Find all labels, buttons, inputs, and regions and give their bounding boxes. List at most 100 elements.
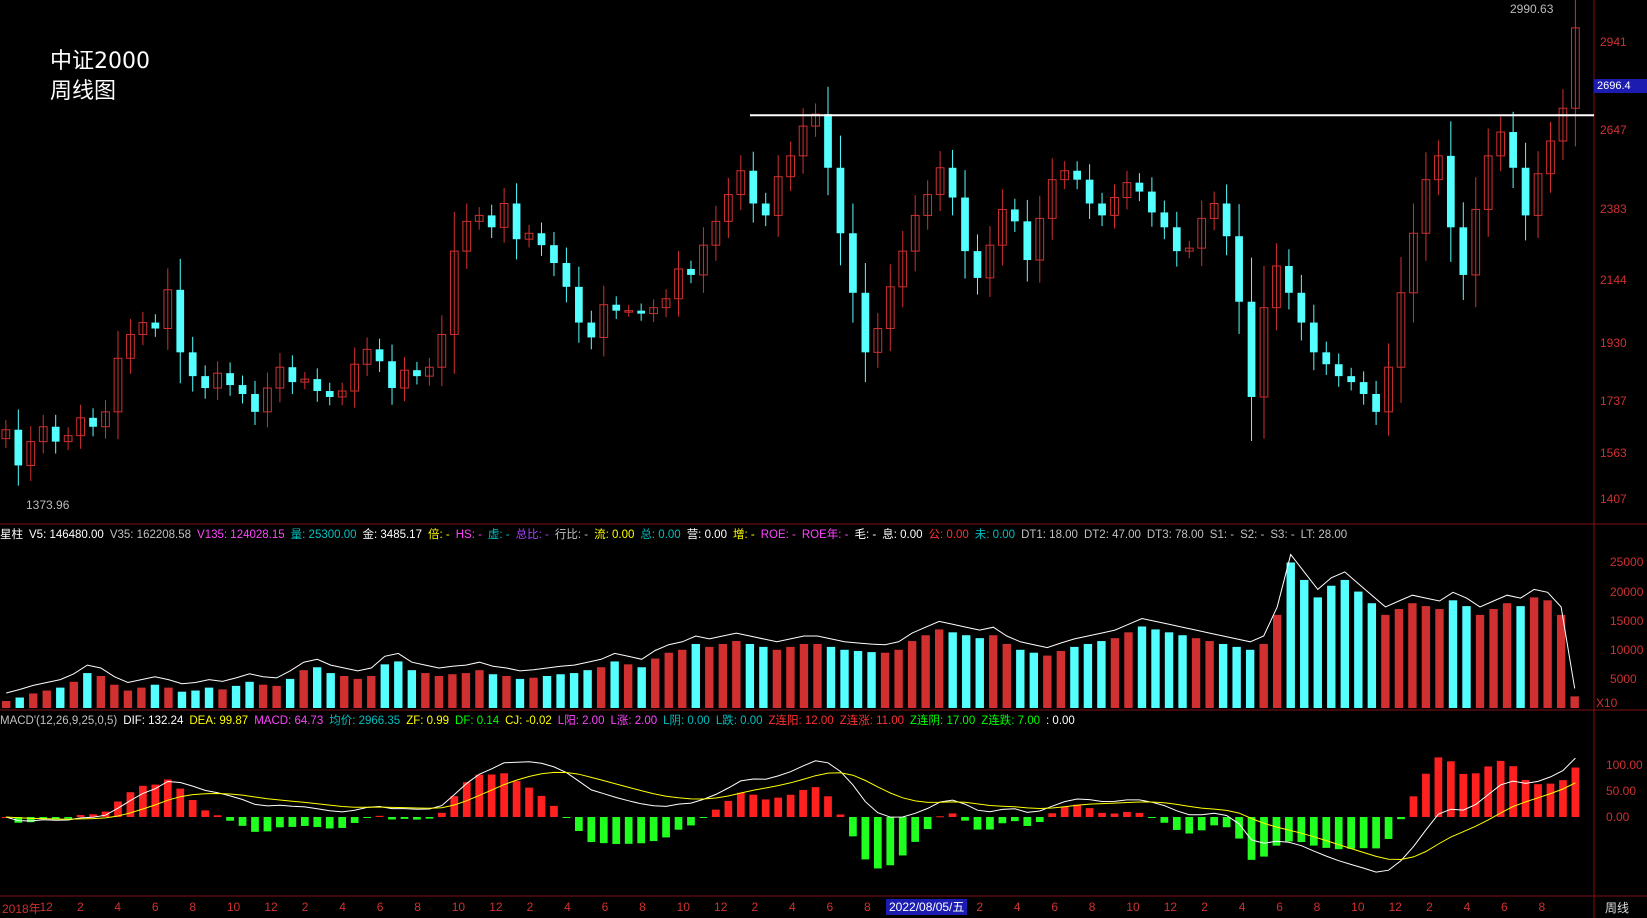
candle-body bbox=[1359, 382, 1368, 394]
volume-info-item: HS: - bbox=[455, 529, 482, 541]
volume-info-item: DT3: 78.00 bbox=[1146, 529, 1204, 541]
macd-bar bbox=[375, 815, 384, 817]
volume-info-item: 总: 0.00 bbox=[640, 529, 681, 541]
candle-body bbox=[238, 385, 247, 394]
macd-bar bbox=[649, 817, 658, 842]
candle-body bbox=[1, 429, 11, 440]
candle-body bbox=[126, 333, 135, 359]
volume-tick-label: 25000 bbox=[1610, 555, 1644, 570]
macd-bar bbox=[1073, 804, 1081, 817]
volume-info-item: S1: - bbox=[1209, 529, 1235, 541]
volume-bars bbox=[2, 553, 1579, 708]
candle-body bbox=[1160, 212, 1169, 228]
volume-bar bbox=[83, 673, 92, 708]
candle-body bbox=[1496, 131, 1506, 157]
macd-bar bbox=[1372, 817, 1380, 849]
time-tick-label: 6 bbox=[601, 900, 609, 914]
candle-body bbox=[1322, 352, 1331, 365]
volume-bar bbox=[380, 664, 389, 708]
date-highlight[interactable]: 2022/08/05/五 bbox=[886, 899, 968, 915]
candle-body bbox=[599, 304, 609, 338]
volume-bar bbox=[678, 649, 687, 708]
candle-body bbox=[188, 352, 197, 377]
candle-body bbox=[935, 167, 945, 196]
macd-info-item: Z连阴: 17.00 bbox=[910, 715, 976, 727]
candlestick-series bbox=[1, 0, 1580, 486]
candle-body bbox=[1421, 179, 1431, 234]
candle-body bbox=[163, 289, 173, 330]
candle-body bbox=[201, 376, 210, 389]
volume-bar bbox=[826, 646, 836, 708]
macd-bar bbox=[1060, 806, 1069, 817]
macd-bar bbox=[1285, 817, 1293, 842]
macd-bar bbox=[587, 817, 596, 843]
time-tick-label: 4 bbox=[1013, 900, 1021, 914]
candle-body bbox=[910, 214, 920, 252]
macd-bar bbox=[1384, 817, 1393, 839]
volume-bar bbox=[164, 687, 173, 708]
candle-body bbox=[1459, 227, 1468, 275]
time-tick-label: 6 bbox=[1051, 900, 1059, 914]
volume-info-item: S3: - bbox=[1270, 529, 1295, 541]
volume-bar bbox=[799, 643, 809, 708]
macd-bar bbox=[699, 817, 708, 818]
macd-bar bbox=[1098, 812, 1106, 817]
volume-bar bbox=[813, 643, 822, 708]
macd-bar bbox=[89, 814, 97, 817]
period-label[interactable]: 周线 bbox=[1605, 901, 1630, 915]
volume-bar bbox=[651, 658, 660, 708]
volume-bar bbox=[56, 687, 65, 708]
volume-bar bbox=[177, 691, 187, 708]
macd-bar bbox=[948, 813, 957, 817]
time-tick-label: 10 bbox=[676, 900, 690, 914]
volume-info-item: V35: 162208.58 bbox=[109, 529, 192, 541]
macd-bar bbox=[1347, 817, 1356, 849]
candle-body bbox=[836, 167, 845, 234]
time-tick-label: 6 bbox=[1276, 900, 1283, 914]
volume-bar bbox=[637, 667, 646, 708]
price-tick-label: 1407 bbox=[1600, 492, 1627, 507]
macd-bar bbox=[774, 797, 783, 817]
candle-body bbox=[537, 233, 546, 246]
volume-bar bbox=[1340, 579, 1349, 708]
macd-bar bbox=[238, 817, 247, 826]
volume-info-item: LT: 28.00 bbox=[1300, 529, 1348, 541]
volume-bar bbox=[461, 673, 471, 708]
macd-bar bbox=[425, 817, 434, 819]
macd-bar bbox=[550, 805, 558, 817]
macd-bar bbox=[973, 817, 982, 830]
macd-bar bbox=[1309, 817, 1318, 846]
volume-info-item: V5: 146480.00 bbox=[29, 529, 104, 541]
macd-bar bbox=[288, 817, 297, 827]
macd-bar bbox=[799, 789, 807, 817]
volume-bar bbox=[691, 643, 700, 708]
volume-bar bbox=[1448, 600, 1458, 708]
candle-body bbox=[575, 286, 583, 323]
macd-bar bbox=[911, 817, 920, 842]
macd-info-item: L涨: 2.00 bbox=[610, 715, 658, 727]
volume-tick-label: 15000 bbox=[1610, 613, 1644, 628]
candle-body bbox=[499, 202, 509, 228]
candle-body bbox=[873, 328, 883, 353]
volume-info-item: 总比: - bbox=[515, 529, 549, 541]
volume-bar bbox=[1232, 646, 1241, 708]
macd-bar bbox=[1422, 773, 1430, 817]
candle-body bbox=[1209, 202, 1219, 219]
volume-bar bbox=[367, 675, 376, 708]
macd-bar bbox=[313, 817, 322, 828]
macd-bar bbox=[1471, 773, 1480, 817]
price-tick-label: 2647 bbox=[1600, 122, 1627, 137]
dif-line bbox=[5, 757, 1576, 873]
volume-bar bbox=[326, 673, 335, 708]
macd-bar bbox=[873, 817, 882, 869]
candle-body bbox=[562, 263, 571, 287]
volume-info-item: 量: 25300.00 bbox=[290, 529, 357, 541]
volume-info-item: DT1: 18.00 bbox=[1021, 529, 1078, 541]
candle-body bbox=[1222, 203, 1231, 237]
volume-bar bbox=[1543, 600, 1552, 708]
high-label: 2990.63 bbox=[1510, 2, 1554, 16]
volume-bar bbox=[340, 675, 349, 708]
volume-bar bbox=[312, 667, 322, 708]
macd-bar bbox=[961, 817, 969, 821]
